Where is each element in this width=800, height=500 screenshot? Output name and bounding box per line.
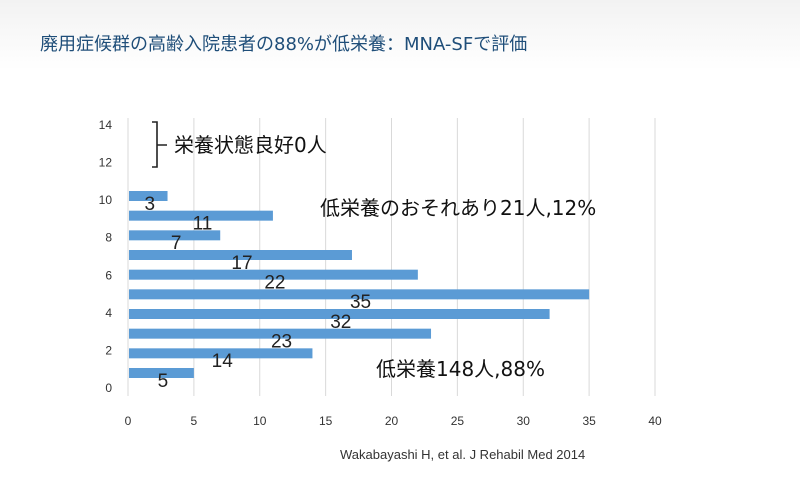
bars bbox=[129, 191, 590, 378]
x-tick-label-6: 30 bbox=[517, 414, 531, 428]
bar-9 bbox=[129, 191, 168, 201]
bracket-icon bbox=[152, 121, 167, 168]
annotation-well-nourished: 栄養状態良好0人 bbox=[174, 133, 327, 157]
data-label-4: 35 bbox=[350, 292, 371, 313]
y-tick-label-5: 10 bbox=[99, 193, 113, 207]
data-label-1: 14 bbox=[212, 351, 234, 372]
x-tick-label-8: 40 bbox=[648, 414, 662, 428]
y-tick-label-1: 2 bbox=[105, 343, 112, 357]
bar-5 bbox=[129, 269, 418, 280]
x-tick-label-0: 0 bbox=[125, 414, 132, 428]
bar-7 bbox=[129, 230, 221, 241]
data-label-0: 5 bbox=[158, 371, 169, 392]
x-tick-label-5: 25 bbox=[451, 414, 465, 428]
data-label-5: 22 bbox=[264, 273, 285, 294]
y-tick-label-7: 14 bbox=[99, 118, 113, 132]
annotation-at-risk: 低栄養のおそれあり21人,12% bbox=[320, 196, 596, 220]
x-tick-label-2: 10 bbox=[253, 414, 267, 428]
bar-3 bbox=[129, 309, 550, 319]
data-label-9: 3 bbox=[144, 194, 155, 215]
bar-8 bbox=[129, 210, 273, 221]
annotation-malnourished: 低栄養148人,88% bbox=[376, 357, 545, 381]
y-tick-label-2: 4 bbox=[105, 306, 112, 320]
bar-6 bbox=[129, 250, 352, 260]
bar-4 bbox=[129, 289, 590, 300]
y-tick-label-4: 8 bbox=[105, 231, 112, 245]
x-tick-label-4: 20 bbox=[385, 414, 399, 428]
y-tick-label-6: 12 bbox=[99, 156, 113, 170]
bar-1 bbox=[129, 348, 313, 359]
x-tick-label-1: 5 bbox=[191, 414, 198, 428]
data-label-3: 32 bbox=[330, 312, 351, 333]
data-label-7: 7 bbox=[171, 233, 182, 254]
bar-0 bbox=[129, 368, 194, 378]
x-tick-label-7: 35 bbox=[582, 414, 596, 428]
x-tick-label-3: 15 bbox=[319, 414, 333, 428]
data-label-6: 17 bbox=[231, 253, 252, 274]
citation: Wakabayashi H, et al. J Rehabil Med 2014 bbox=[340, 447, 586, 462]
bar-2 bbox=[129, 328, 432, 339]
y-tick-label-3: 6 bbox=[105, 268, 112, 282]
slide-title: 廃用症候群の高齢入院患者の88%が低栄養：MNA-SFで評価 bbox=[40, 34, 528, 55]
data-label-2: 23 bbox=[271, 332, 292, 353]
data-label-8: 11 bbox=[193, 214, 213, 235]
y-tick-label-0: 0 bbox=[105, 381, 112, 395]
